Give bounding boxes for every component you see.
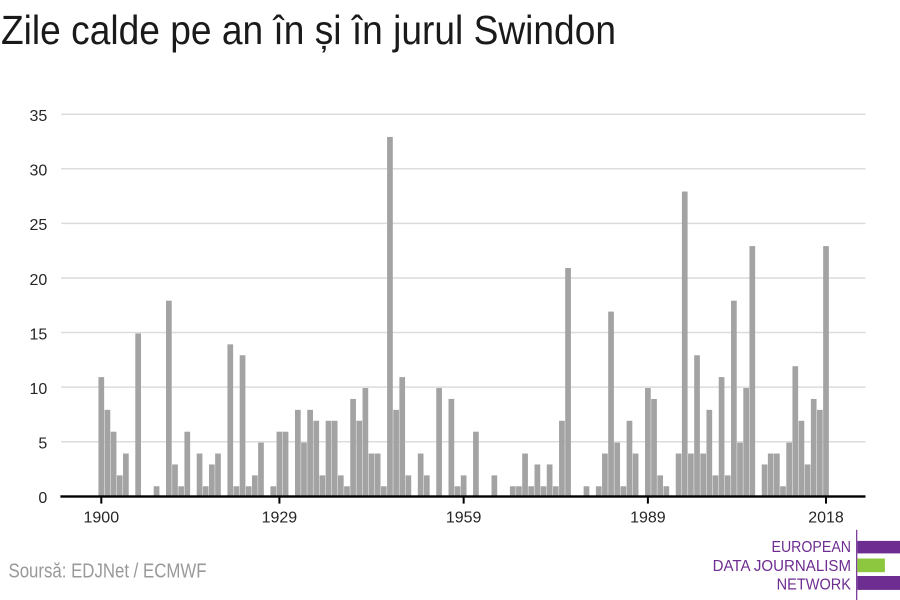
svg-text:15: 15 [30,326,48,343]
svg-text:DATA JOURNALISM: DATA JOURNALISM [713,558,851,575]
svg-text:25: 25 [30,217,48,234]
svg-text:0: 0 [38,490,47,507]
svg-text:Zile calde pe an în și în juru: Zile calde pe an în și în jurul Swindon [1,7,616,53]
svg-text:NETWORK: NETWORK [777,576,852,593]
svg-text:2018: 2018 [808,510,844,527]
svg-text:35: 35 [30,108,48,125]
svg-text:EUROPEAN: EUROPEAN [772,539,852,556]
svg-text:20: 20 [30,272,48,289]
svg-text:30: 30 [30,163,48,180]
svg-text:5: 5 [38,436,47,453]
svg-text:1959: 1959 [446,510,482,527]
svg-text:Soursă: EDJNet / ECMWF: Soursă: EDJNet / ECMWF [9,561,207,583]
svg-text:1929: 1929 [262,510,298,527]
svg-text:10: 10 [30,381,48,398]
svg-text:1900: 1900 [84,510,120,527]
svg-text:1989: 1989 [630,510,666,527]
